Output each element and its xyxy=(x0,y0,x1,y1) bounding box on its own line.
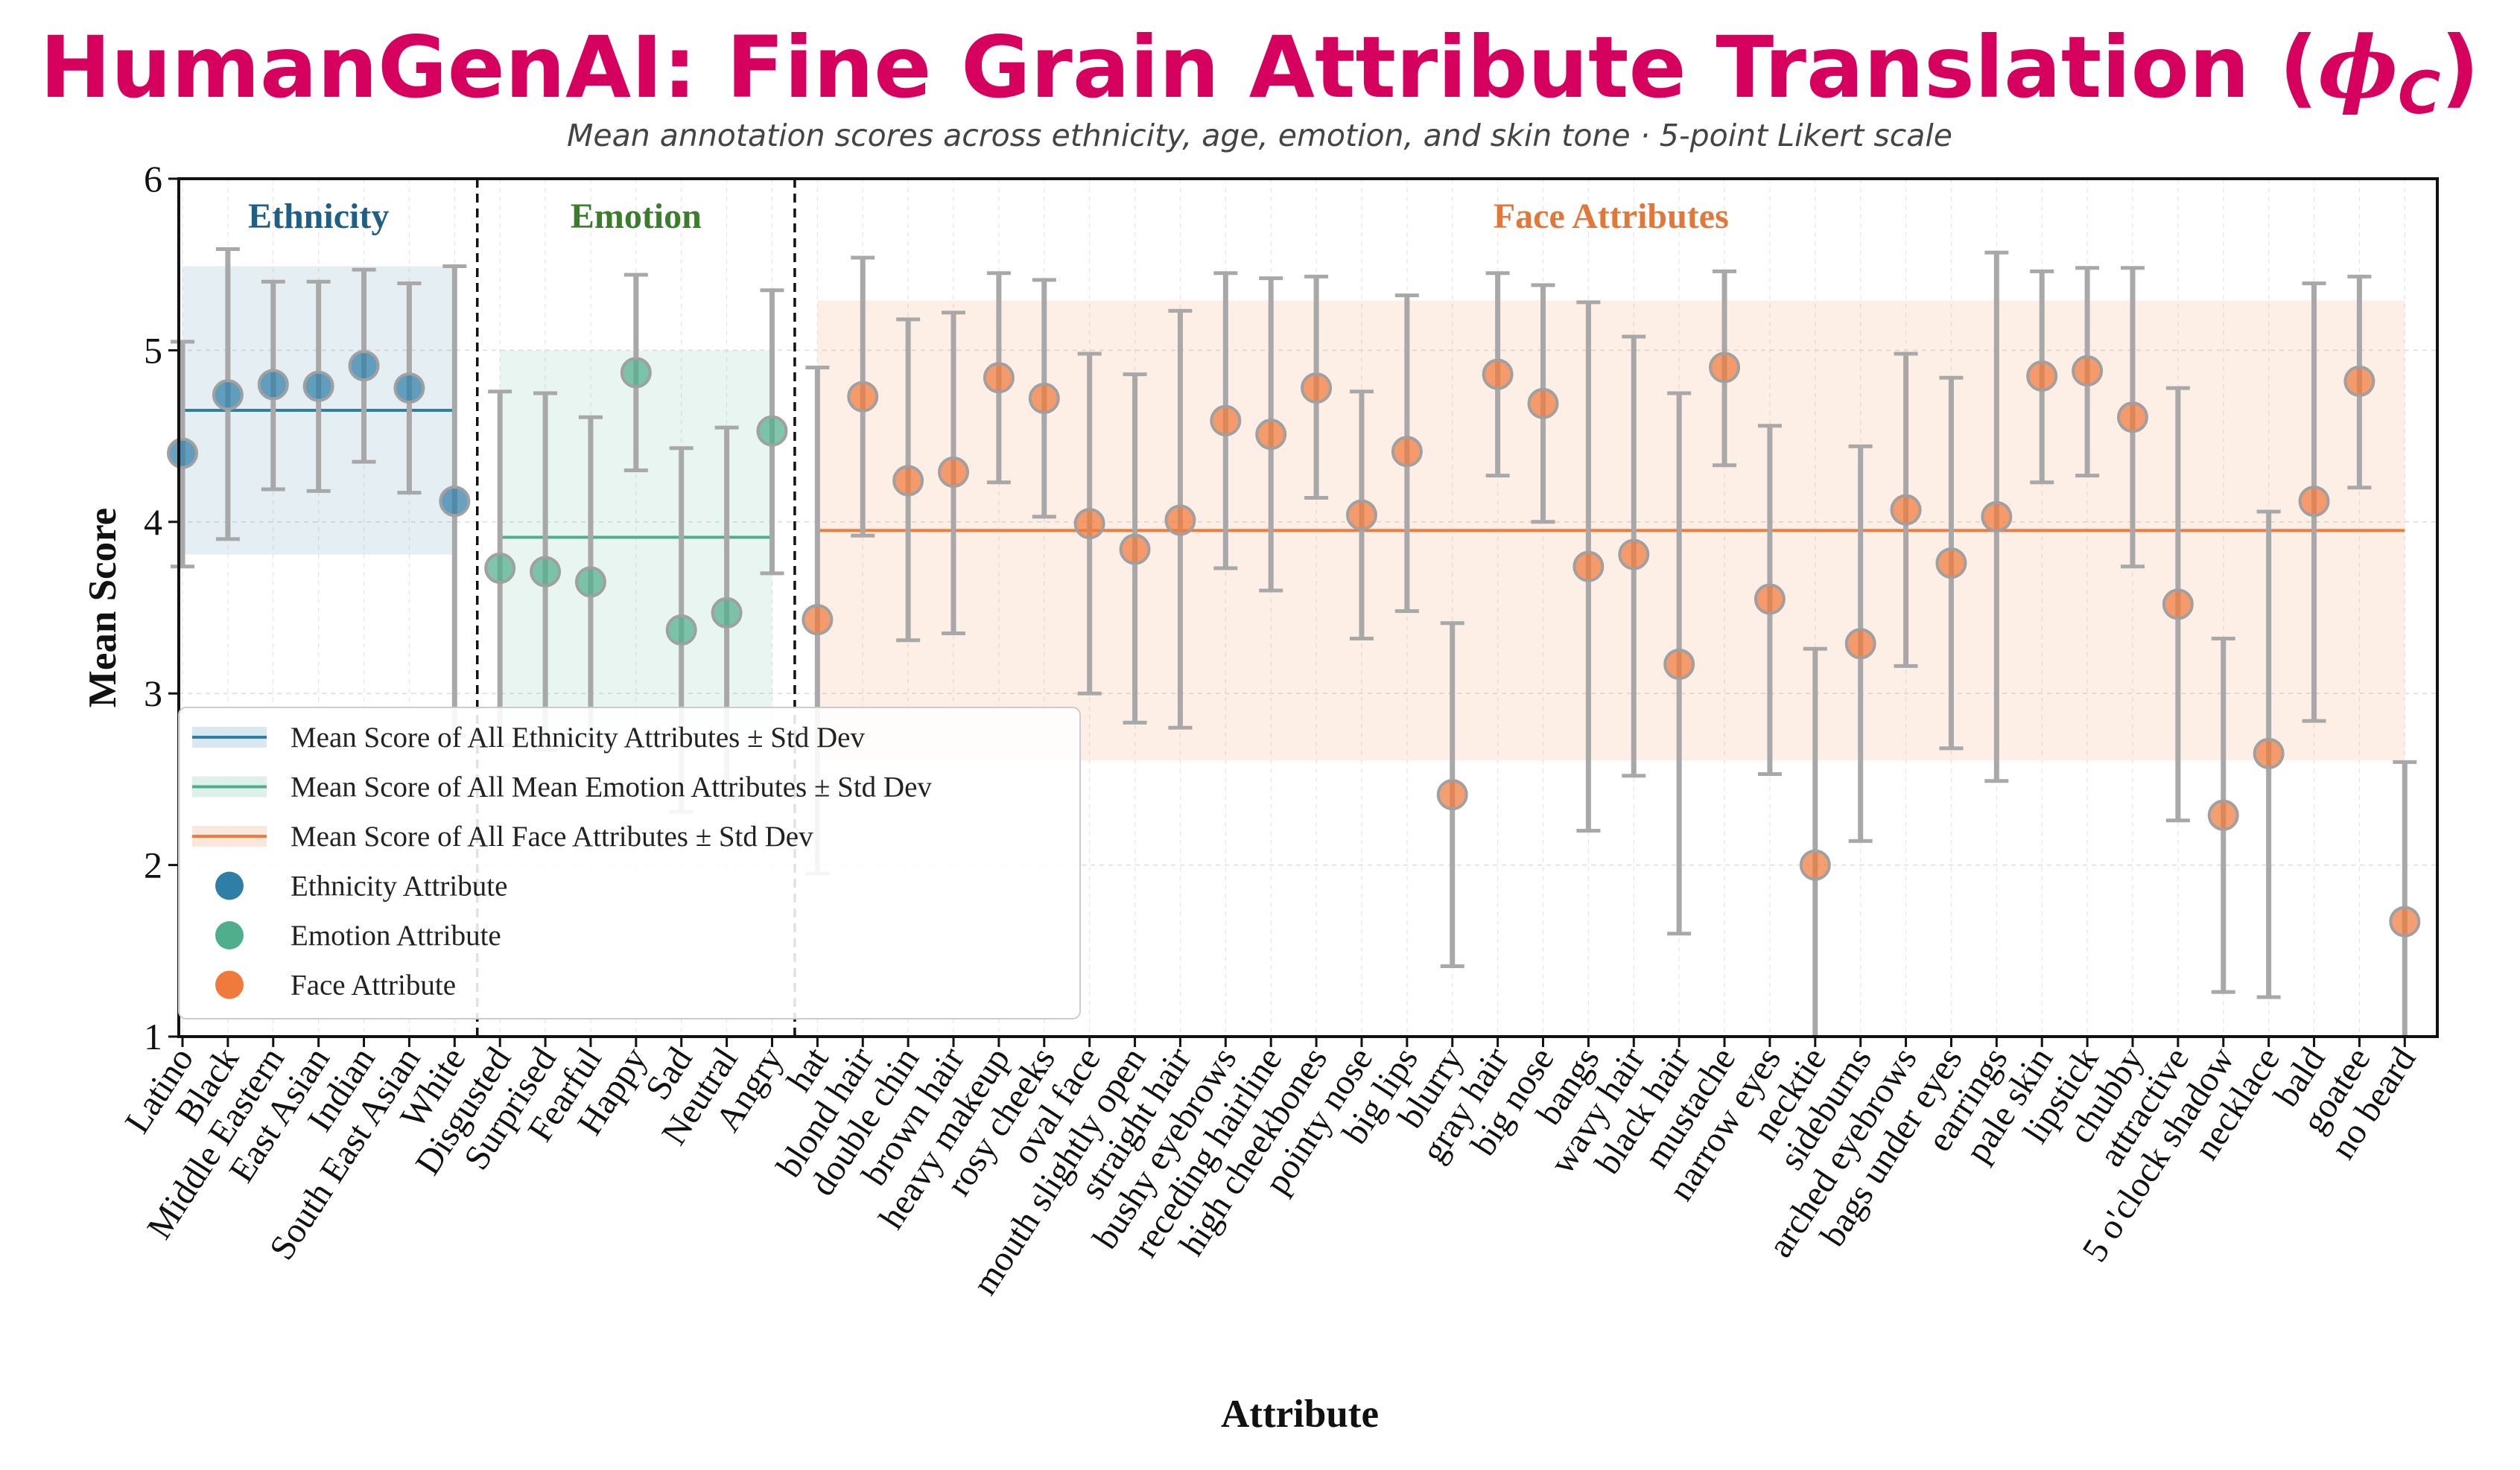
data-point xyxy=(1709,351,1741,384)
data-point xyxy=(530,556,562,588)
data-point xyxy=(802,604,834,636)
data-point xyxy=(1527,387,1559,419)
data-point xyxy=(892,465,924,497)
data-point xyxy=(1663,649,1695,681)
y-tick-label: 3 xyxy=(144,672,162,714)
legend-label: Ethnicity Attribute xyxy=(291,871,507,903)
data-point xyxy=(257,369,289,401)
y-tick-label: 5 xyxy=(144,329,162,371)
data-point xyxy=(574,566,606,598)
data-point xyxy=(2298,486,2330,518)
data-points xyxy=(167,350,2421,938)
data-point xyxy=(2253,737,2285,769)
data-point xyxy=(620,357,652,389)
legend-marker xyxy=(215,921,244,949)
data-point xyxy=(1210,404,1242,436)
legend-label: Mean Score of All Mean Emotion Attribute… xyxy=(291,771,932,804)
ethnicity-group-label: Ethnicity xyxy=(248,197,389,236)
plot-frame xyxy=(177,177,2439,1038)
legend-label: Mean Score of All Ethnicity Attributes ±… xyxy=(291,722,865,754)
data-point xyxy=(1799,849,1831,881)
data-point xyxy=(1436,779,1468,811)
data-point xyxy=(348,350,380,382)
legend-label: Face Attribute xyxy=(291,970,456,1002)
data-point xyxy=(439,486,471,518)
data-point xyxy=(847,381,879,413)
data-point xyxy=(1572,550,1605,582)
data-point xyxy=(2207,799,2239,831)
y-tick-label: 6 xyxy=(144,158,162,200)
y-tick-label: 1 xyxy=(144,1016,162,1057)
data-point xyxy=(2116,401,2148,433)
data-point xyxy=(1119,533,1151,565)
data-point xyxy=(2162,588,2194,620)
data-point xyxy=(1028,382,1060,414)
data-point xyxy=(1391,436,1423,468)
data-point xyxy=(1255,419,1287,451)
data-point xyxy=(167,437,198,469)
face-group-label: Face Attributes xyxy=(1494,197,1729,236)
data-point xyxy=(1301,372,1333,404)
data-point xyxy=(2026,360,2058,392)
legend-box xyxy=(178,707,1081,1019)
data-point xyxy=(2389,906,2421,938)
y-tick-label: 4 xyxy=(144,501,162,543)
data-point xyxy=(1345,499,1377,531)
data-point xyxy=(1844,628,1876,660)
chart-subtitle: Mean annotation scores across ethnicity,… xyxy=(567,118,1952,153)
y-axis-label: Mean Score xyxy=(81,508,124,707)
chart-title: HumanGenAI: Fine Grain Attribute Transla… xyxy=(40,17,2480,127)
data-point xyxy=(302,370,334,402)
legend: Mean Score of All Ethnicity Attributes ±… xyxy=(178,707,1081,1019)
data-point xyxy=(2072,355,2104,387)
x-axis-label: Attribute xyxy=(1221,1393,1379,1436)
data-point xyxy=(1935,547,1967,579)
y-tick-label: 2 xyxy=(144,844,162,886)
data-point xyxy=(711,596,743,629)
legend-label: Emotion Attribute xyxy=(291,920,501,952)
data-point xyxy=(1618,538,1650,570)
emotion-group-label: Emotion xyxy=(571,197,702,236)
data-point xyxy=(1753,583,1786,615)
data-point xyxy=(1981,500,2013,532)
group-bands xyxy=(183,266,2405,761)
data-point xyxy=(1164,504,1196,536)
data-point xyxy=(484,553,516,585)
data-point xyxy=(756,415,788,447)
data-point xyxy=(393,372,425,404)
data-point xyxy=(2343,365,2375,397)
data-point xyxy=(1482,358,1514,390)
legend-marker xyxy=(215,871,244,900)
legend-marker xyxy=(215,970,244,999)
data-point xyxy=(665,614,697,646)
data-point xyxy=(212,379,244,411)
data-point xyxy=(938,456,970,488)
labels: HumanGenAI: Fine Grain Attribute Transla… xyxy=(40,17,2480,1436)
data-point xyxy=(983,362,1015,394)
legend-label: Mean Score of All Face Attributes ± Std … xyxy=(291,821,813,853)
data-point xyxy=(1073,508,1105,540)
data-point xyxy=(1890,494,1922,526)
